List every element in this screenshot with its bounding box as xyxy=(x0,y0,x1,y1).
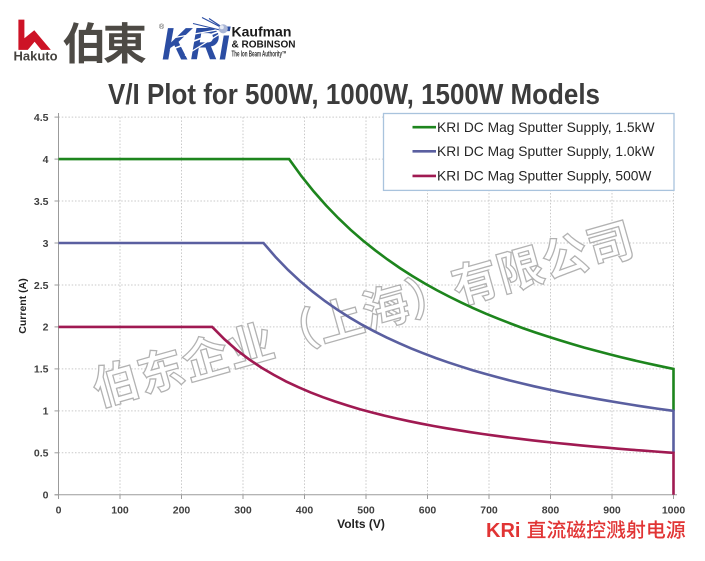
svg-text:600: 600 xyxy=(419,504,437,516)
svg-text:1: 1 xyxy=(43,406,49,418)
svg-text:KRI DC Mag Sputter Supply, 1.0: KRI DC Mag Sputter Supply, 1.0kW xyxy=(437,144,655,159)
svg-text:4: 4 xyxy=(43,154,49,166)
svg-text:300: 300 xyxy=(234,504,252,516)
svg-text:®: ® xyxy=(159,23,165,31)
svg-text:200: 200 xyxy=(173,504,191,516)
svg-text:0.5: 0.5 xyxy=(34,448,49,460)
svg-text:Kaufman: Kaufman xyxy=(232,24,292,40)
svg-text:700: 700 xyxy=(480,504,498,516)
svg-text:Hakuto: Hakuto xyxy=(14,49,58,64)
svg-text:100: 100 xyxy=(111,504,129,516)
svg-text:500: 500 xyxy=(357,504,375,516)
svg-text:Volts (V): Volts (V) xyxy=(337,517,385,531)
svg-text:0: 0 xyxy=(43,490,49,502)
svg-text:KRi: KRi xyxy=(486,520,520,542)
svg-text:KRI DC Mag Sputter Supply, 1.5: KRI DC Mag Sputter Supply, 1.5kW xyxy=(437,120,655,135)
svg-text:2.5: 2.5 xyxy=(34,280,49,292)
svg-text:2: 2 xyxy=(43,322,49,334)
svg-text:0: 0 xyxy=(56,504,62,516)
svg-text:Current (A): Current (A) xyxy=(17,278,29,333)
svg-text:V/I Plot for 500W, 1000W, 1500: V/I Plot for 500W, 1000W, 1500W Models xyxy=(108,79,600,111)
svg-text:KRI DC Mag Sputter Supply, 500: KRI DC Mag Sputter Supply, 500W xyxy=(437,169,651,184)
svg-text:800: 800 xyxy=(542,504,560,516)
svg-text:& ROBINSON: & ROBINSON xyxy=(232,39,296,51)
svg-text:900: 900 xyxy=(603,504,621,516)
svg-text:4.5: 4.5 xyxy=(34,112,49,124)
svg-text:1000: 1000 xyxy=(662,504,686,516)
svg-text:1.5: 1.5 xyxy=(34,364,49,376)
svg-text:3.5: 3.5 xyxy=(34,196,49,208)
svg-text:The Ion Beam Authority™: The Ion Beam Authority™ xyxy=(232,50,287,59)
svg-text:400: 400 xyxy=(296,504,314,516)
svg-text:3: 3 xyxy=(43,238,49,250)
